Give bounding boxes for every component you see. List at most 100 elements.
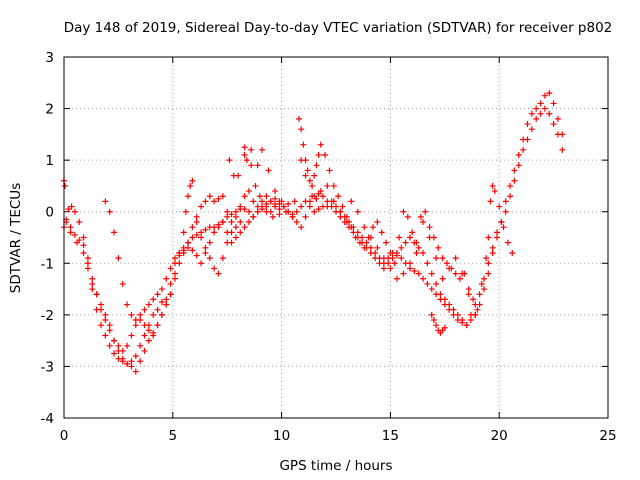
data-point bbox=[330, 182, 337, 189]
data-point bbox=[180, 247, 187, 254]
data-point bbox=[193, 213, 200, 220]
data-point bbox=[228, 211, 235, 218]
data-point bbox=[154, 306, 161, 313]
data-point bbox=[132, 322, 139, 329]
data-point bbox=[402, 239, 409, 246]
data-point bbox=[285, 200, 292, 207]
data-point bbox=[237, 219, 244, 226]
data-point bbox=[485, 234, 492, 241]
x-tick-label: 20 bbox=[491, 428, 508, 444]
data-point bbox=[433, 255, 440, 262]
data-point bbox=[474, 306, 481, 313]
data-point bbox=[93, 291, 100, 298]
data-point bbox=[489, 249, 496, 256]
x-tick-label: 25 bbox=[599, 428, 616, 444]
data-point bbox=[398, 255, 405, 262]
data-point bbox=[202, 226, 209, 233]
data-point bbox=[446, 265, 453, 272]
x-tick-label: 15 bbox=[382, 428, 399, 444]
data-point bbox=[385, 260, 392, 267]
data-point bbox=[189, 177, 196, 184]
data-point bbox=[400, 208, 407, 215]
data-point bbox=[202, 249, 209, 256]
data-point bbox=[337, 208, 344, 215]
data-point bbox=[433, 322, 440, 329]
data-point bbox=[67, 224, 74, 231]
data-point bbox=[317, 141, 324, 148]
data-point bbox=[102, 317, 109, 324]
data-point bbox=[328, 203, 335, 210]
data-point bbox=[252, 182, 259, 189]
data-point bbox=[317, 188, 324, 195]
data-point bbox=[245, 219, 252, 226]
data-point bbox=[202, 244, 209, 251]
data-point bbox=[163, 296, 170, 303]
data-point bbox=[193, 231, 200, 238]
data-point bbox=[352, 234, 359, 241]
data-point bbox=[128, 332, 135, 339]
data-point bbox=[428, 270, 435, 277]
data-point bbox=[248, 146, 255, 153]
data-point bbox=[141, 332, 148, 339]
data-point bbox=[315, 206, 322, 213]
data-point bbox=[550, 121, 557, 128]
data-point bbox=[507, 193, 514, 200]
x-tick-label: 5 bbox=[169, 428, 178, 444]
data-point bbox=[171, 260, 178, 267]
data-point bbox=[369, 224, 376, 231]
data-point bbox=[528, 126, 535, 133]
data-point bbox=[132, 368, 139, 375]
data-point bbox=[89, 280, 96, 287]
data-point bbox=[111, 350, 118, 357]
data-point bbox=[430, 317, 437, 324]
data-point bbox=[489, 244, 496, 251]
data-point bbox=[171, 255, 178, 262]
data-point bbox=[480, 286, 487, 293]
data-point bbox=[515, 162, 522, 169]
data-point bbox=[511, 177, 518, 184]
y-tick-label: -3 bbox=[41, 359, 54, 375]
data-point bbox=[406, 260, 413, 267]
data-point bbox=[80, 249, 87, 256]
data-point bbox=[496, 203, 503, 210]
data-point bbox=[459, 270, 466, 277]
data-point bbox=[267, 198, 274, 205]
data-point bbox=[426, 234, 433, 241]
data-point bbox=[232, 224, 239, 231]
data-point bbox=[374, 244, 381, 251]
data-point bbox=[124, 360, 131, 367]
data-point bbox=[106, 208, 113, 215]
data-point bbox=[289, 211, 296, 218]
data-point bbox=[374, 219, 381, 226]
data-point bbox=[356, 239, 363, 246]
data-point bbox=[84, 260, 91, 267]
data-point bbox=[97, 322, 104, 329]
data-point bbox=[145, 337, 152, 344]
data-point bbox=[454, 311, 461, 318]
data-point bbox=[158, 311, 165, 318]
data-point bbox=[404, 213, 411, 220]
data-point bbox=[559, 146, 566, 153]
data-point bbox=[71, 231, 78, 238]
data-point bbox=[291, 198, 298, 205]
data-point bbox=[145, 301, 152, 308]
data-point bbox=[387, 249, 394, 256]
data-point bbox=[89, 286, 96, 293]
data-point bbox=[554, 115, 561, 122]
data-point bbox=[470, 296, 477, 303]
data-point bbox=[293, 208, 300, 215]
data-point bbox=[243, 157, 250, 164]
y-axis-label: SDTVAR / TECUs bbox=[8, 183, 24, 293]
data-point bbox=[254, 208, 261, 215]
y-tick-label: 0 bbox=[45, 205, 54, 221]
data-point bbox=[463, 322, 470, 329]
data-point bbox=[198, 229, 205, 236]
data-point bbox=[420, 249, 427, 256]
data-point bbox=[450, 306, 457, 313]
data-point bbox=[306, 203, 313, 210]
data-point bbox=[311, 172, 318, 179]
data-point bbox=[202, 198, 209, 205]
data-point bbox=[302, 172, 309, 179]
data-point bbox=[137, 358, 144, 365]
data-point bbox=[254, 203, 261, 210]
